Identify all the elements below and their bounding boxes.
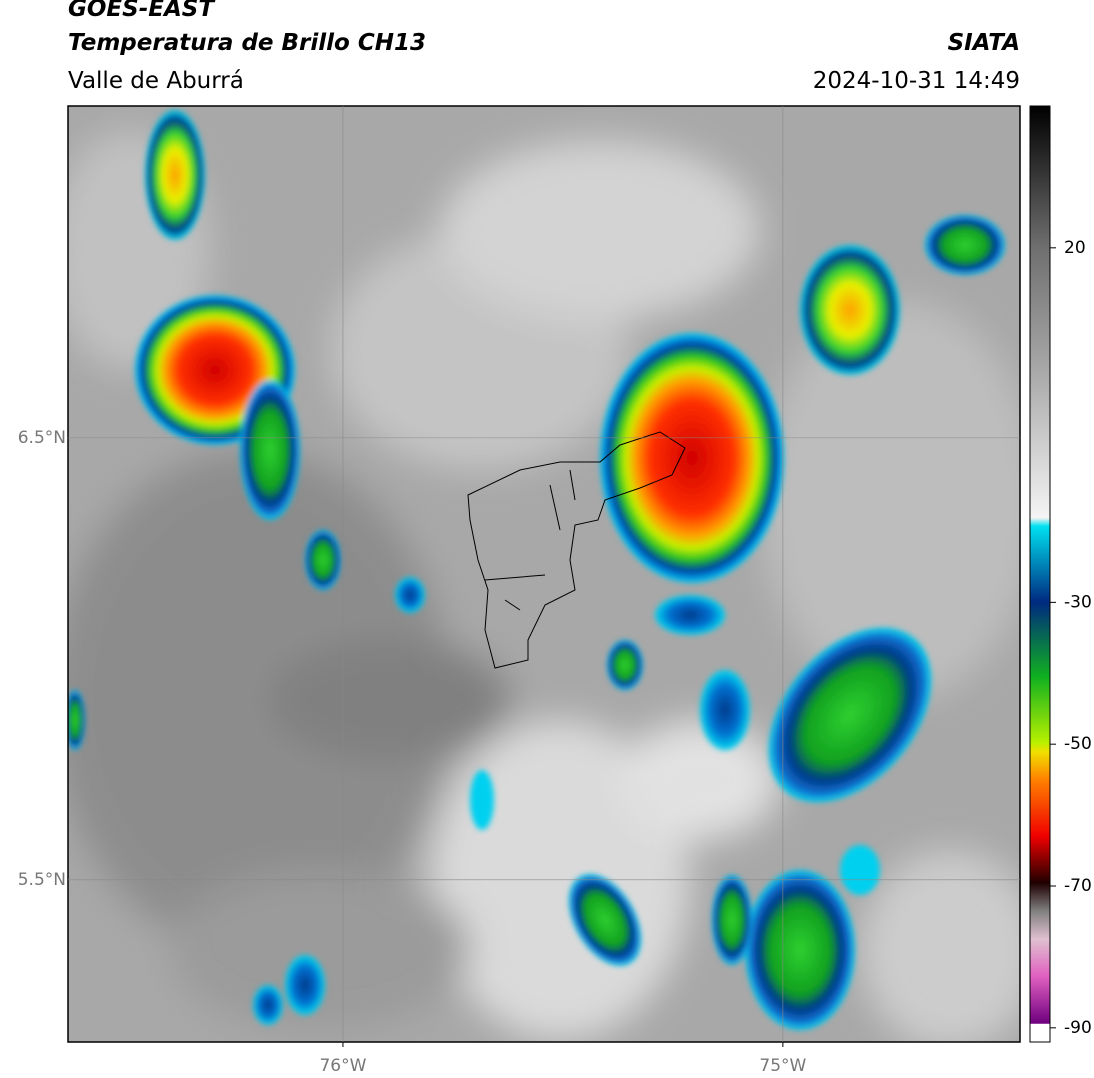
source: SIATA <box>947 30 1020 56</box>
y-tick-label: 6.5°N <box>18 428 66 448</box>
colorbar-tick-label: 20 <box>1064 238 1086 258</box>
colorbar-tick-label: -70 <box>1064 876 1092 896</box>
colorbar-tick-label: -50 <box>1064 734 1092 754</box>
map-frame <box>67 105 1021 1043</box>
colorbar <box>1029 105 1051 1043</box>
colorbar-tick-label: -90 <box>1064 1018 1092 1038</box>
title: GOES-EAST <box>68 0 215 22</box>
datetime: 2024-10-31 14:49 <box>812 68 1020 94</box>
satellite-image <box>68 106 1020 1042</box>
colorbar-tick-label: -30 <box>1064 592 1092 612</box>
region: Valle de Aburrá <box>68 68 244 94</box>
y-tick-label: 5.5°N <box>18 870 66 890</box>
x-tick-label: 75°W <box>759 1056 806 1076</box>
subtitle: Temperatura de Brillo CH13 <box>68 30 426 56</box>
x-tick-label: 76°W <box>319 1056 366 1076</box>
municipal-boundaries <box>467 431 686 669</box>
